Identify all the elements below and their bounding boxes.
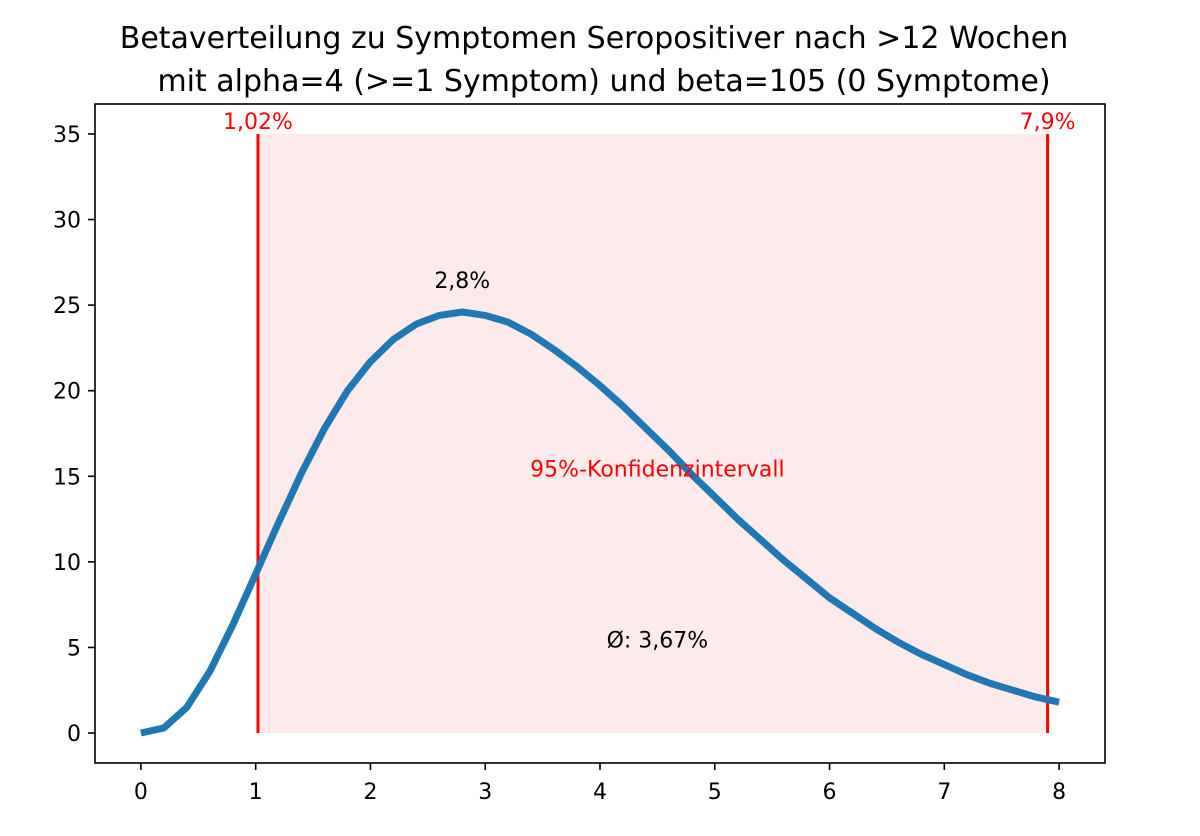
ci-lower-label: 1,02% xyxy=(223,110,293,135)
x-tick-label: 3 xyxy=(478,780,492,805)
y-tick-label: 35 xyxy=(53,123,81,148)
x-tick-label: 4 xyxy=(593,780,607,805)
x-tick-label: 5 xyxy=(708,780,722,805)
y-tick-label: 25 xyxy=(53,294,81,319)
y-tick-label: 10 xyxy=(53,551,81,576)
y-tick-label: 15 xyxy=(53,465,81,490)
x-tick-label: 8 xyxy=(1052,780,1066,805)
chart-title-line-2: mit alpha=4 (>=1 Symptom) und beta=105 (… xyxy=(157,64,1050,99)
x-tick-label: 6 xyxy=(823,780,837,805)
annotation-1: 95%-Konfidenzintervall xyxy=(530,457,784,482)
y-tick-label: 5 xyxy=(67,636,81,661)
plot-area: 1,02% 7,9% 2,8% 95%-Konfidenzintervall Ø: 3,… xyxy=(53,103,1106,805)
chart-title-line-1: Betaverteilung zu Symptomen Seropositive… xyxy=(120,21,1069,56)
ci-upper-label: 7,9% xyxy=(1020,110,1076,135)
x-tick-label: 2 xyxy=(363,780,377,805)
annotation-0: 2,8% xyxy=(434,269,490,294)
x-tick-label: 1 xyxy=(249,780,263,805)
x-tick-label: 0 xyxy=(134,780,148,805)
y-tick-label: 0 xyxy=(67,722,81,747)
x-tick-label: 7 xyxy=(937,780,951,805)
y-tick-label: 30 xyxy=(53,209,81,234)
y-tick-label: 20 xyxy=(53,380,81,405)
series-line-0 xyxy=(140,308,1060,737)
annotation-2: Ø: 3,67% xyxy=(607,628,709,653)
